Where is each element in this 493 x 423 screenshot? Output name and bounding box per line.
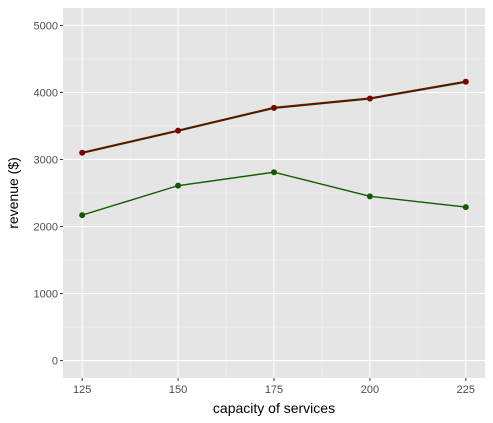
- series-2-point: [462, 204, 469, 211]
- major-gridlines: [63, 8, 485, 378]
- y-tick-label: 5000: [34, 20, 58, 32]
- x-tick-label: 150: [169, 384, 187, 396]
- x-tick-label: 125: [73, 384, 91, 396]
- series-2-point: [175, 182, 182, 189]
- y-tick-label: 3000: [34, 154, 58, 166]
- series-2-point: [79, 212, 86, 219]
- series-2-point: [271, 169, 277, 176]
- y-axis-ticks: 0 1000 2000 3000 4000 5000: [34, 20, 63, 368]
- x-tick-label: 175: [265, 384, 283, 396]
- series-1-point: [175, 127, 182, 134]
- y-tick-label: 4000: [34, 87, 58, 99]
- x-axis-title: capacity of services: [213, 400, 335, 416]
- series-2-point: [366, 193, 373, 200]
- series-1-point: [79, 149, 86, 156]
- x-tick-label: 200: [361, 384, 379, 396]
- y-tick-label: 2000: [34, 222, 58, 234]
- series-1-point: [366, 95, 373, 102]
- x-axis-ticks: 125 150 175 200 225: [73, 378, 475, 396]
- series-1-point: [271, 104, 277, 111]
- x-tick-label: 225: [457, 384, 475, 396]
- y-tick-label: 1000: [34, 289, 58, 301]
- y-axis-title: revenue ($): [5, 157, 21, 229]
- series-1-point: [462, 78, 469, 85]
- series-layer: [79, 78, 469, 219]
- y-tick-label: 0: [52, 356, 58, 368]
